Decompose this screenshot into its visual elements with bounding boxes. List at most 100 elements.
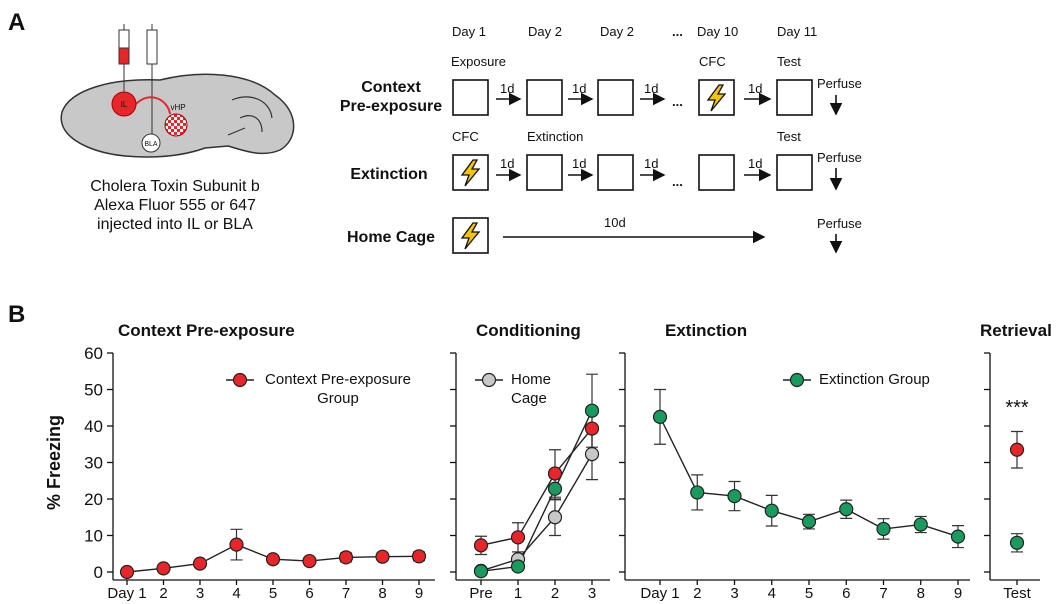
interval: 1d (572, 156, 586, 171)
y-axis-label: % Freezing (44, 415, 64, 510)
x-tick-label: 1 (514, 585, 522, 602)
y-tick-label: 50 (84, 381, 103, 400)
session-box (699, 155, 734, 190)
end-label: Perfuse (817, 150, 862, 165)
syringe (147, 30, 157, 64)
data-point (512, 560, 525, 573)
data-point (157, 562, 170, 575)
x-tick-label: 2 (159, 585, 167, 602)
legend-marker (483, 374, 496, 387)
interval: 10d (604, 215, 626, 230)
data-point (840, 503, 853, 516)
data-point (549, 467, 562, 480)
data-point (1011, 536, 1024, 549)
session-box (453, 80, 488, 115)
day-label: Day 11 (777, 24, 817, 39)
y-tick-label: 30 (84, 454, 103, 473)
session-box (777, 155, 812, 190)
ellipsis: ... (672, 174, 683, 189)
x-tick-label: Test (1003, 585, 1031, 602)
end-label: Perfuse (817, 76, 862, 91)
data-point (914, 518, 927, 531)
x-tick-label: Day 1 (640, 585, 679, 602)
interval: 1d (572, 81, 586, 96)
day-label: Day 1 (452, 24, 486, 39)
x-tick-label: 6 (842, 585, 850, 602)
shock-box (453, 155, 488, 190)
x-tick-label: 7 (879, 585, 887, 602)
series-line (481, 454, 592, 571)
x-tick-label: 4 (768, 585, 776, 602)
figure: A IL vHP BLA Cholera Toxin Subunit b Ale… (0, 0, 1060, 604)
y-tick-label: 60 (84, 344, 103, 363)
y-tick-label: 20 (84, 490, 103, 509)
caption: Alexa Fluor 555 or 647 (94, 197, 256, 214)
interval: 1d (748, 156, 762, 171)
step-label: Exposure (451, 54, 506, 69)
row-label: Pre-exposure (340, 98, 442, 115)
data-point (586, 422, 599, 435)
panel-label: A (8, 9, 25, 36)
day-label: Day 2 (528, 24, 562, 39)
x-tick-label: 7 (342, 585, 350, 602)
x-tick-label: 8 (378, 585, 386, 602)
step-label: Extinction (527, 129, 583, 144)
data-point (413, 550, 426, 563)
x-tick-label: 6 (305, 585, 313, 602)
data-point (765, 504, 778, 517)
data-point (1011, 443, 1024, 456)
ellipsis: ... (672, 94, 683, 109)
x-tick-label: Pre (469, 585, 492, 602)
data-point (376, 550, 389, 563)
legend-marker (791, 374, 804, 387)
interval: 1d (748, 81, 762, 96)
data-point (475, 539, 488, 552)
data-point (654, 410, 667, 423)
interval: 1d (500, 81, 514, 96)
data-point (586, 404, 599, 417)
data-point (691, 486, 704, 499)
session-box (598, 155, 633, 190)
legend-label: Extinction Group (819, 370, 959, 389)
day-label: Day 10 (697, 24, 738, 39)
y-tick-label: 10 (84, 527, 103, 546)
x-tick-label: Day 1 (107, 585, 146, 602)
x-tick-label: 5 (805, 585, 813, 602)
data-point (512, 531, 525, 544)
annotation: *** (1005, 397, 1029, 419)
shock-box (699, 80, 734, 115)
y-tick-label: 40 (84, 417, 103, 436)
row-label: Context (361, 79, 421, 96)
y-tick-label: 0 (94, 563, 103, 582)
chart-title: Context Pre-exposure (118, 321, 295, 340)
panel-label: B (8, 301, 25, 328)
day-label: Day 2 (600, 24, 634, 39)
session-box (777, 80, 812, 115)
session-box (598, 80, 633, 115)
data-point (340, 551, 353, 564)
session-box (527, 80, 562, 115)
region-label: vHP (170, 103, 185, 112)
region-label: IL (121, 100, 128, 109)
step-label: CFC (452, 129, 479, 144)
x-tick-label: 8 (917, 585, 925, 602)
step-label: Test (777, 129, 801, 144)
data-point (952, 530, 965, 543)
x-tick-label: 5 (269, 585, 277, 602)
chart-title: Conditioning (476, 321, 581, 340)
interval: 1d (644, 81, 658, 96)
x-tick-label: 3 (588, 585, 596, 602)
caption: injected into IL or BLA (97, 216, 253, 233)
caption: Cholera Toxin Subunit b (90, 178, 260, 195)
legend-label: Home Cage (511, 370, 561, 408)
region-label: BLA (144, 141, 158, 148)
data-point (549, 511, 562, 524)
interval: 1d (644, 156, 658, 171)
legend-marker (234, 374, 247, 387)
step-label: CFC (699, 54, 726, 69)
x-tick-label: 2 (693, 585, 701, 602)
x-tick-label: 3 (196, 585, 204, 602)
row-label: Extinction (350, 166, 427, 183)
row-label: Home Cage (347, 229, 435, 246)
syringe-dye (119, 48, 129, 64)
